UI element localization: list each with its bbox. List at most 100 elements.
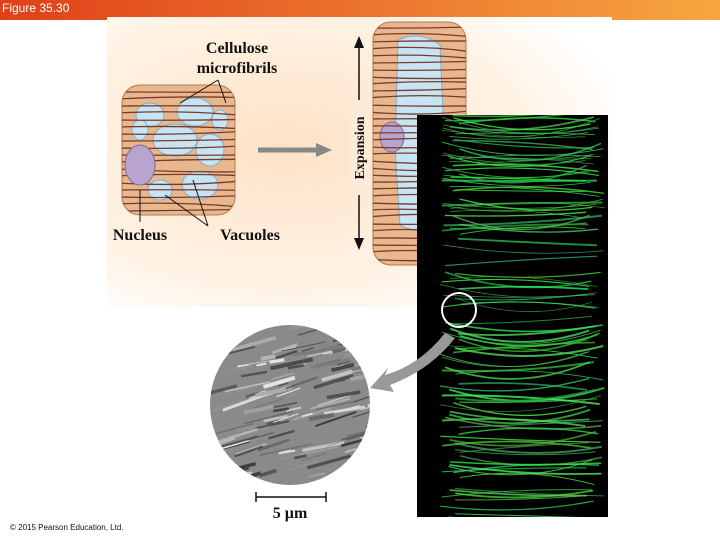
fiber	[440, 394, 602, 412]
sem-fiber	[278, 382, 289, 387]
fiber	[442, 223, 589, 232]
sem-fiber	[287, 363, 304, 370]
sem-fiber	[372, 401, 396, 408]
sem-fiber	[367, 388, 370, 403]
fiber	[454, 345, 604, 357]
microfibril	[122, 180, 235, 186]
fiber	[459, 198, 593, 211]
label: microfibrils	[197, 60, 278, 77]
fiber	[452, 163, 599, 173]
sem-fiber	[346, 325, 369, 328]
fiber	[455, 154, 601, 160]
sem-fiber	[271, 372, 294, 380]
sem-fiber	[318, 481, 341, 485]
microfibril	[122, 138, 235, 142]
vacuole	[131, 119, 149, 141]
sem-fiber	[315, 400, 356, 411]
fiber	[449, 327, 590, 343]
sem-fiber	[314, 486, 329, 490]
nucleus	[124, 144, 156, 186]
sem-fiber	[258, 468, 277, 478]
sem-fiber	[331, 362, 355, 373]
sem-fiber	[276, 387, 301, 398]
microfibril	[373, 80, 466, 85]
sem-fiber	[257, 438, 290, 452]
sem-fiber	[263, 414, 288, 423]
fiber	[442, 152, 586, 165]
arrow-head	[316, 143, 332, 157]
sem-fiber	[365, 441, 370, 456]
sem-fiber	[314, 325, 332, 327]
fiber	[441, 301, 595, 309]
sem-fiber	[360, 395, 370, 411]
fiber	[455, 513, 581, 517]
sem-fiber	[224, 385, 255, 396]
sem-fiber	[341, 475, 362, 481]
expansion-label: Expansion	[353, 116, 368, 179]
microfibril	[373, 26, 466, 29]
sem-fiber	[314, 410, 357, 428]
fiber	[455, 347, 598, 359]
sem-fiber	[302, 440, 345, 453]
sem-fiber	[364, 313, 390, 321]
small-cell	[121, 84, 236, 216]
fiber	[459, 226, 586, 235]
sem-fiber	[326, 439, 347, 447]
microfibril	[122, 118, 235, 121]
microfibril	[373, 87, 466, 92]
fiber	[444, 361, 591, 380]
fiber	[454, 271, 601, 278]
fiber	[458, 285, 589, 290]
sem-fiber	[240, 325, 273, 328]
sem-fiber	[310, 358, 351, 370]
sem-fiber	[336, 405, 360, 413]
microfibril	[122, 96, 235, 100]
copyright: © 2015 Pearson Education, Ltd.	[10, 523, 124, 532]
fiber	[442, 166, 590, 179]
microfibril	[373, 104, 466, 107]
sem-fiber	[301, 347, 314, 353]
sem-fiber	[350, 369, 370, 381]
fiber	[459, 420, 603, 428]
fiber	[458, 427, 599, 435]
microfibril	[373, 76, 466, 80]
sem-fiber	[367, 433, 370, 440]
header-bar	[0, 0, 720, 20]
sem-fiber	[217, 437, 253, 453]
fiber	[449, 209, 586, 219]
sem-fiber	[273, 413, 299, 423]
microfibril	[122, 208, 235, 212]
fiber	[442, 440, 592, 449]
sem-fiber	[300, 451, 328, 462]
sem-fiber	[326, 331, 339, 335]
sem-fiber	[360, 325, 370, 327]
sem-fiber	[263, 325, 313, 326]
fiber	[452, 214, 590, 231]
fiber	[445, 167, 599, 177]
sem-fiber	[221, 435, 258, 448]
fiber	[452, 115, 538, 118]
fiber	[449, 186, 600, 197]
sem-fiber	[255, 387, 287, 398]
sem-fiber	[230, 364, 254, 372]
highlight-circle	[441, 292, 477, 328]
sem-fiber	[235, 443, 267, 456]
sem-fiber	[211, 325, 258, 328]
label-bg	[350, 100, 368, 195]
sem-fiber	[371, 421, 399, 429]
sem-fiber	[255, 420, 290, 430]
fiber	[449, 464, 602, 475]
sem-fiber	[240, 370, 268, 378]
microfibril	[373, 68, 466, 72]
microfibril	[122, 195, 235, 199]
fiber	[441, 394, 600, 406]
sem-fiber	[272, 407, 290, 413]
microfibril	[122, 130, 235, 135]
fiber	[459, 472, 595, 486]
fiber	[455, 489, 594, 499]
microfibril	[373, 46, 466, 53]
sem-fiber	[262, 375, 296, 389]
fiber	[453, 117, 591, 131]
sem-fiber	[244, 410, 294, 424]
sem-fiber	[297, 321, 313, 325]
